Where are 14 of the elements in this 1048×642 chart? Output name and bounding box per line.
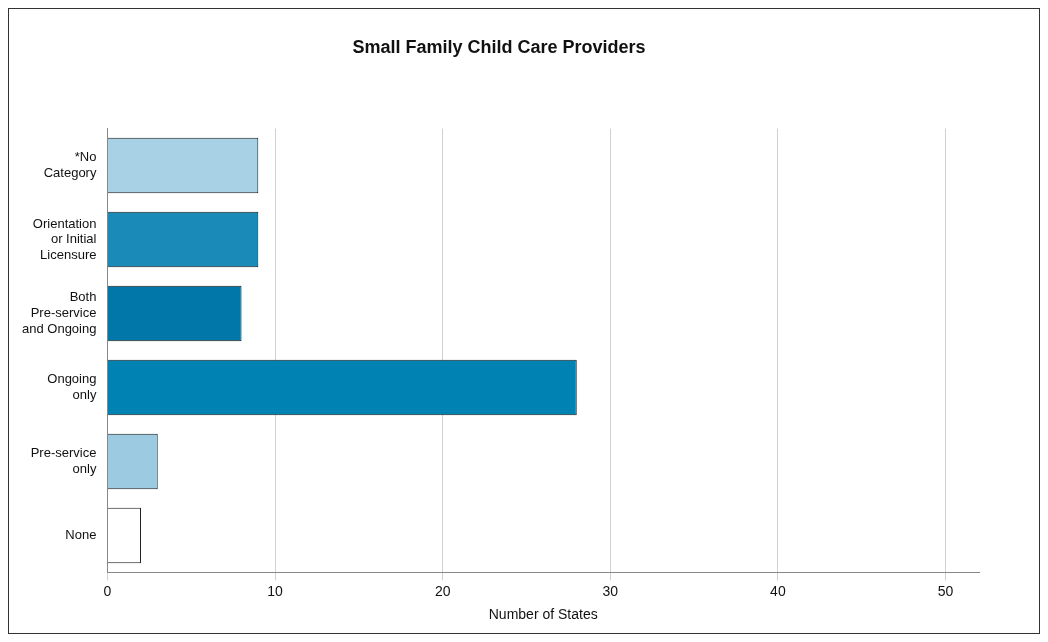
x-tick-label: 10 (267, 582, 284, 599)
chart-title: Small Family Child Care Providers (352, 36, 646, 57)
y-tick-label: Orientation or Initial Licensure (32, 215, 97, 262)
y-tick-label: Pre-service only (30, 445, 97, 476)
y-tick-label: Both Pre-service and Ongoing (22, 289, 97, 336)
x-tick-label: 30 (602, 582, 619, 599)
y-tick-label: Ongoing only (47, 371, 97, 402)
x-tick-label: 20 (434, 582, 451, 599)
y-tick-label: None (65, 526, 97, 542)
x-tick-label: 0 (103, 582, 112, 599)
x-tick-label: 50 (937, 582, 954, 599)
x-axis-title: Number of States (488, 606, 598, 623)
y-tick-label: *No Category (43, 149, 97, 180)
x-tick-label: 40 (770, 582, 786, 599)
